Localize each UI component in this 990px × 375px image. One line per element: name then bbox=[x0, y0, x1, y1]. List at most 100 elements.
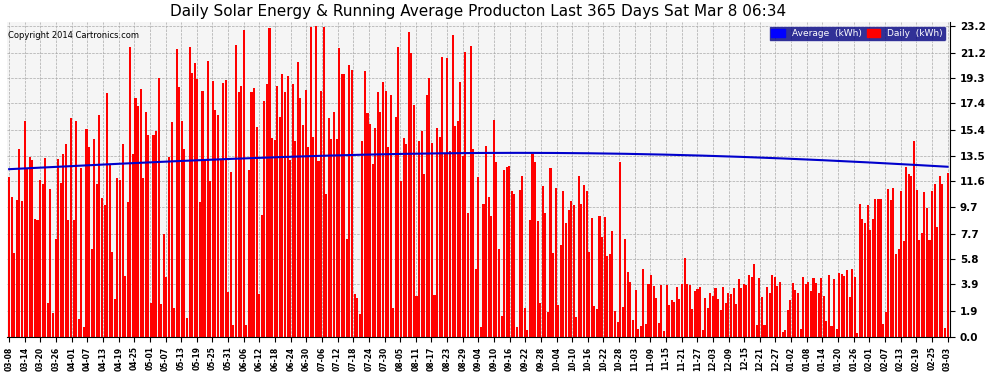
Bar bbox=[596, 309, 598, 337]
Bar bbox=[248, 171, 249, 337]
Bar bbox=[856, 333, 858, 337]
Bar bbox=[736, 304, 738, 337]
Bar bbox=[416, 296, 418, 337]
Bar bbox=[448, 151, 451, 337]
Bar bbox=[442, 57, 444, 337]
Bar bbox=[83, 327, 85, 337]
Bar bbox=[395, 117, 397, 337]
Bar bbox=[181, 121, 183, 337]
Bar bbox=[132, 154, 134, 337]
Bar bbox=[939, 176, 940, 337]
Bar bbox=[467, 213, 469, 337]
Bar bbox=[464, 52, 466, 337]
Bar bbox=[516, 327, 518, 337]
Bar bbox=[371, 164, 373, 337]
Bar bbox=[650, 275, 652, 337]
Bar bbox=[325, 194, 328, 337]
Bar bbox=[848, 297, 850, 337]
Bar bbox=[111, 252, 113, 337]
Bar bbox=[434, 295, 436, 337]
Bar bbox=[715, 288, 717, 337]
Bar bbox=[702, 330, 704, 337]
Bar bbox=[366, 113, 368, 337]
Bar bbox=[119, 180, 121, 337]
Bar bbox=[96, 183, 98, 337]
Bar bbox=[588, 252, 590, 337]
Bar bbox=[364, 71, 366, 337]
Bar bbox=[54, 239, 56, 337]
Bar bbox=[222, 83, 224, 337]
Bar bbox=[93, 140, 95, 337]
Bar bbox=[686, 285, 688, 337]
Bar bbox=[19, 148, 21, 337]
Bar bbox=[542, 186, 544, 337]
Bar bbox=[403, 138, 405, 337]
Bar bbox=[885, 312, 887, 337]
Bar bbox=[916, 190, 918, 337]
Bar bbox=[72, 220, 74, 337]
Bar bbox=[235, 45, 237, 337]
Bar bbox=[294, 141, 296, 337]
Bar bbox=[45, 158, 47, 337]
Bar bbox=[609, 254, 611, 337]
Bar bbox=[183, 148, 185, 337]
Bar bbox=[318, 161, 320, 337]
Bar bbox=[212, 81, 214, 337]
Bar bbox=[625, 239, 627, 337]
Bar bbox=[853, 277, 855, 337]
Bar bbox=[162, 234, 165, 337]
Bar bbox=[831, 326, 833, 337]
Bar bbox=[8, 177, 10, 337]
Bar bbox=[207, 60, 209, 337]
Bar bbox=[336, 138, 338, 337]
Bar bbox=[519, 190, 521, 337]
Bar bbox=[627, 272, 629, 337]
Bar bbox=[640, 326, 642, 337]
Bar bbox=[655, 297, 657, 337]
Bar bbox=[665, 285, 667, 337]
Bar bbox=[341, 74, 343, 337]
Bar bbox=[524, 308, 526, 337]
Bar bbox=[451, 35, 453, 337]
Bar bbox=[877, 200, 879, 337]
Bar bbox=[384, 91, 386, 337]
Bar bbox=[750, 278, 752, 337]
Bar bbox=[130, 47, 132, 337]
Bar bbox=[400, 181, 402, 337]
Bar bbox=[913, 141, 915, 337]
Bar bbox=[253, 87, 255, 337]
Bar bbox=[766, 287, 768, 337]
Bar bbox=[813, 278, 815, 337]
Bar bbox=[802, 278, 804, 337]
Bar bbox=[929, 240, 931, 337]
Bar bbox=[13, 254, 15, 337]
Bar bbox=[320, 92, 322, 337]
Bar bbox=[843, 276, 845, 337]
Bar bbox=[418, 141, 420, 337]
Bar bbox=[748, 275, 750, 337]
Bar bbox=[879, 199, 881, 337]
Bar bbox=[753, 264, 755, 337]
Bar bbox=[776, 286, 778, 337]
Bar bbox=[194, 63, 196, 337]
Bar bbox=[921, 233, 923, 337]
Bar bbox=[591, 218, 593, 337]
Bar bbox=[663, 331, 665, 337]
Bar bbox=[559, 245, 562, 337]
Bar bbox=[652, 286, 654, 337]
Bar bbox=[228, 292, 230, 337]
Bar bbox=[276, 86, 278, 337]
Bar bbox=[255, 127, 257, 337]
Bar bbox=[377, 92, 379, 337]
Bar bbox=[369, 124, 371, 337]
Bar bbox=[140, 89, 142, 337]
Bar bbox=[374, 128, 376, 337]
Bar bbox=[508, 166, 510, 337]
Bar bbox=[583, 185, 585, 337]
Bar bbox=[284, 92, 286, 337]
Bar bbox=[67, 220, 69, 337]
Bar bbox=[820, 278, 823, 337]
Bar bbox=[145, 112, 147, 337]
Bar bbox=[943, 328, 946, 337]
Bar bbox=[85, 129, 87, 337]
